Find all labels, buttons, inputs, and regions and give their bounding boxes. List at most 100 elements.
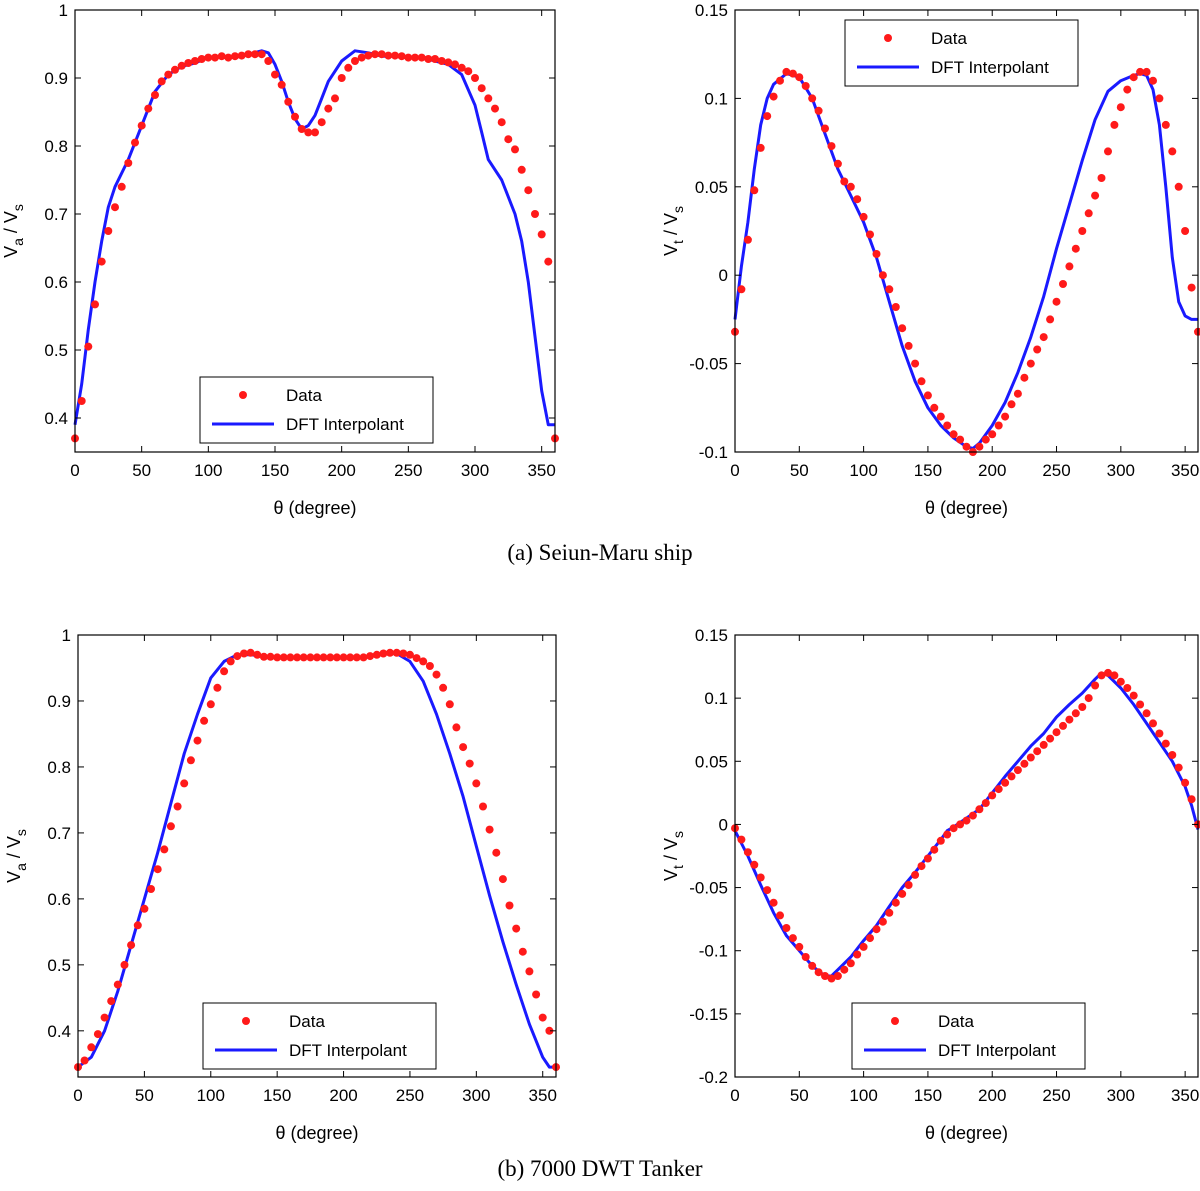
x-tick-label: 250: [396, 1086, 424, 1105]
data-point: [332, 653, 341, 662]
data-point: [1174, 182, 1183, 191]
x-tick-label: 100: [849, 461, 877, 480]
data-point: [271, 70, 279, 79]
data-point: [266, 652, 275, 661]
data-point: [257, 50, 266, 59]
data-point: [224, 53, 233, 62]
data-point: [833, 159, 842, 168]
data-point: [1149, 76, 1157, 85]
data-point: [737, 285, 746, 294]
data-point: [397, 52, 406, 61]
legend: Data DFT Interpolant: [199, 376, 434, 444]
data-point: [144, 104, 153, 113]
data-point: [357, 53, 366, 62]
data-point: [117, 182, 126, 191]
data-point: [756, 143, 765, 152]
data-point: [517, 165, 526, 174]
data-point: [1116, 677, 1125, 686]
data-point: [1071, 244, 1080, 253]
y-axis-label: Vt / Vs: [661, 831, 686, 881]
data-point: [981, 799, 990, 807]
data-point: [104, 227, 113, 235]
legend: Data DFT Interpolant: [202, 1002, 437, 1070]
x-tick-label: 350: [1171, 1086, 1199, 1105]
data-point: [801, 82, 810, 90]
data-point: [750, 186, 759, 195]
data-point: [351, 57, 359, 65]
data-point: [769, 898, 778, 907]
data-point: [384, 51, 393, 60]
data-point: [801, 953, 810, 961]
data-point: [833, 972, 842, 980]
data-point: [319, 653, 328, 662]
data-point: [279, 653, 288, 662]
x-tick-label: 0: [730, 461, 739, 480]
y-tick-label: 0.8: [47, 758, 71, 777]
data-point: [737, 835, 746, 844]
data-point: [1020, 759, 1029, 768]
data-point: [113, 980, 122, 989]
data-point: [743, 848, 752, 857]
data-point: [1001, 412, 1010, 421]
data-point: [306, 653, 315, 662]
data-point: [859, 212, 868, 221]
data-point: [853, 195, 862, 204]
data-point: [504, 135, 513, 144]
data-point: [1161, 120, 1170, 129]
legend-interpolant-label: DFT Interpolant: [938, 1041, 1056, 1060]
data-point: [936, 836, 945, 845]
data-point: [763, 112, 772, 121]
data-point: [866, 934, 874, 943]
x-tick-label: 150: [261, 461, 289, 480]
x-tick-label: 150: [914, 461, 942, 480]
data-point: [1104, 668, 1112, 677]
legend-box: [202, 1002, 437, 1070]
data-point: [233, 652, 242, 661]
data-point: [80, 1056, 89, 1065]
data-point: [472, 779, 481, 788]
data-point: [84, 342, 93, 351]
x-axis-label: θ (degree): [925, 498, 1008, 518]
data-point: [962, 442, 971, 451]
y-tick-label: 0.15: [695, 1, 728, 20]
data-point: [1033, 345, 1042, 354]
y-tick-label: 0.1: [704, 89, 728, 108]
data-point: [133, 921, 142, 930]
y-tick-label: 1: [59, 1, 68, 20]
legend-interpolant-label: DFT Interpolant: [289, 1041, 407, 1060]
legend-data-label: Data: [286, 386, 322, 405]
data-point: [364, 51, 373, 60]
x-tick-label: 50: [132, 461, 151, 480]
data-point: [1129, 691, 1138, 700]
data-point: [988, 791, 997, 800]
data-point: [244, 50, 253, 59]
data-point: [277, 80, 286, 89]
y-tick-label: 0.7: [47, 824, 71, 843]
y-tick-label: 0.05: [695, 178, 728, 197]
y-tick-label: -0.15: [689, 1005, 728, 1024]
data-point: [485, 825, 494, 834]
legend-data-marker: [891, 1017, 899, 1025]
data-point: [827, 142, 836, 151]
x-axis-label: θ (degree): [275, 1123, 358, 1143]
data-point: [297, 125, 306, 133]
data-point: [246, 648, 255, 657]
y-tick-label: 0.05: [695, 752, 728, 771]
data-point: [1174, 763, 1183, 772]
data-point: [151, 91, 159, 99]
data-point: [545, 1026, 554, 1035]
data-point: [943, 830, 952, 839]
data-point: [231, 52, 239, 61]
data-point: [1181, 778, 1190, 787]
data-point: [537, 230, 546, 239]
x-tick-label: 200: [978, 461, 1006, 480]
data-point: [147, 885, 155, 893]
legend-interpolant-label: DFT Interpolant: [286, 415, 404, 434]
x-tick-label: 300: [1107, 461, 1135, 480]
data-point: [77, 397, 86, 405]
x-tick-label: 250: [1042, 1086, 1070, 1105]
data-point: [253, 650, 262, 659]
y-tick-label: 0.7: [44, 205, 68, 224]
legend-data-marker: [242, 1017, 250, 1025]
data-point: [217, 52, 226, 61]
